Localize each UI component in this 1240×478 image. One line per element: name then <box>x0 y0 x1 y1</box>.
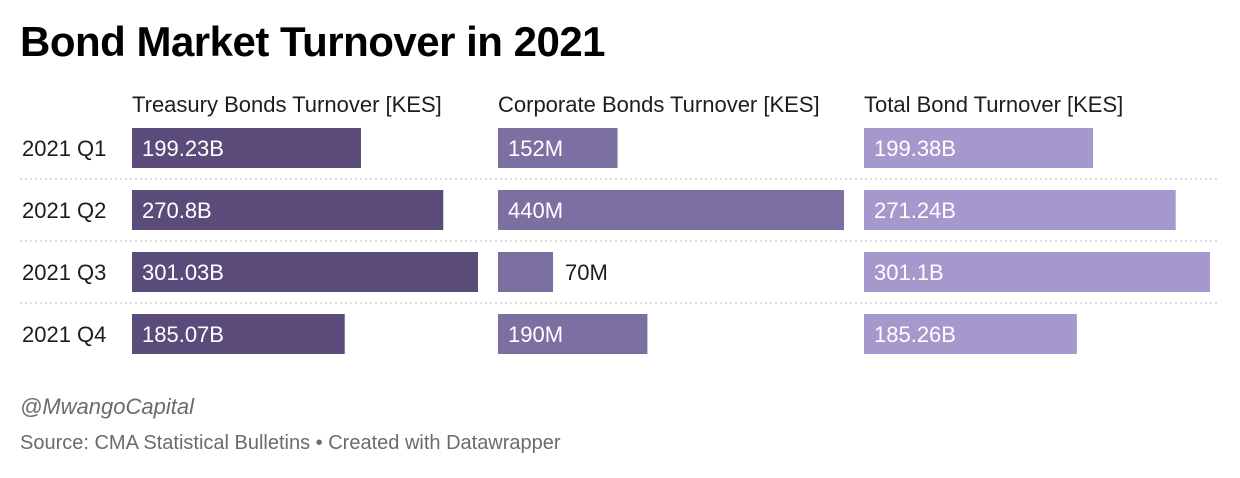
bar-treasury-bonds-turnover-kes-2021-q3 <box>132 252 478 292</box>
data-label: 271.24B <box>874 198 956 223</box>
data-label: 301.1B <box>874 260 944 285</box>
data-label: 199.23B <box>142 136 224 161</box>
data-label: 152M <box>508 136 563 161</box>
data-label: 190M <box>508 322 563 347</box>
column-header: Total Bond Turnover [KES] <box>864 92 1123 117</box>
chart-title: Bond Market Turnover in 2021 <box>20 18 606 65</box>
bar-treasury-bonds-turnover-kes-2021-q1 <box>132 128 361 168</box>
bar-treasury-bonds-turnover-kes-2021-q2 <box>132 190 444 230</box>
data-label: 70M <box>565 260 608 285</box>
source-note: Source: CMA Statistical Bulletins • Crea… <box>20 432 561 454</box>
bar-corporate-bonds-turnover-kes-2021-q3 <box>498 252 554 292</box>
category-label: 2021 Q2 <box>22 198 106 223</box>
category-label: 2021 Q4 <box>22 322 106 347</box>
category-label: 2021 Q1 <box>22 136 106 161</box>
data-label: 301.03B <box>142 260 224 285</box>
bar-corporate-bonds-turnover-kes-2021-q1 <box>498 128 618 168</box>
data-label: 199.38B <box>874 136 956 161</box>
bar-total-bond-turnover-kes-2021-q2 <box>864 190 1176 230</box>
category-label: 2021 Q3 <box>22 260 106 285</box>
split-bar-chart: 2021 Q1 2021 Q2 2021 Q3 2021 Q4 Treasury Bon… <box>20 92 1218 354</box>
bar-corporate-bonds-turnover-kes-2021-q4 <box>498 314 648 354</box>
bar-total-bond-turnover-kes-2021-q1 <box>864 128 1094 168</box>
bar-treasury-bonds-turnover-kes-2021-q4 <box>132 314 345 354</box>
column-header: Treasury Bonds Turnover [KES] <box>132 92 442 117</box>
data-label: 270.8B <box>142 198 212 223</box>
bar-corporate-bonds-turnover-kes-2021-q2 <box>498 190 844 230</box>
data-label: 185.26B <box>874 322 956 347</box>
data-label: 440M <box>508 198 563 223</box>
bar-total-bond-turnover-kes-2021-q3 <box>864 252 1210 292</box>
bar-total-bond-turnover-kes-2021-q4 <box>864 314 1077 354</box>
column-header: Corporate Bonds Turnover [KES] <box>498 92 820 117</box>
byline: @MwangoCapital <box>20 394 194 419</box>
data-label: 185.07B <box>142 322 224 347</box>
